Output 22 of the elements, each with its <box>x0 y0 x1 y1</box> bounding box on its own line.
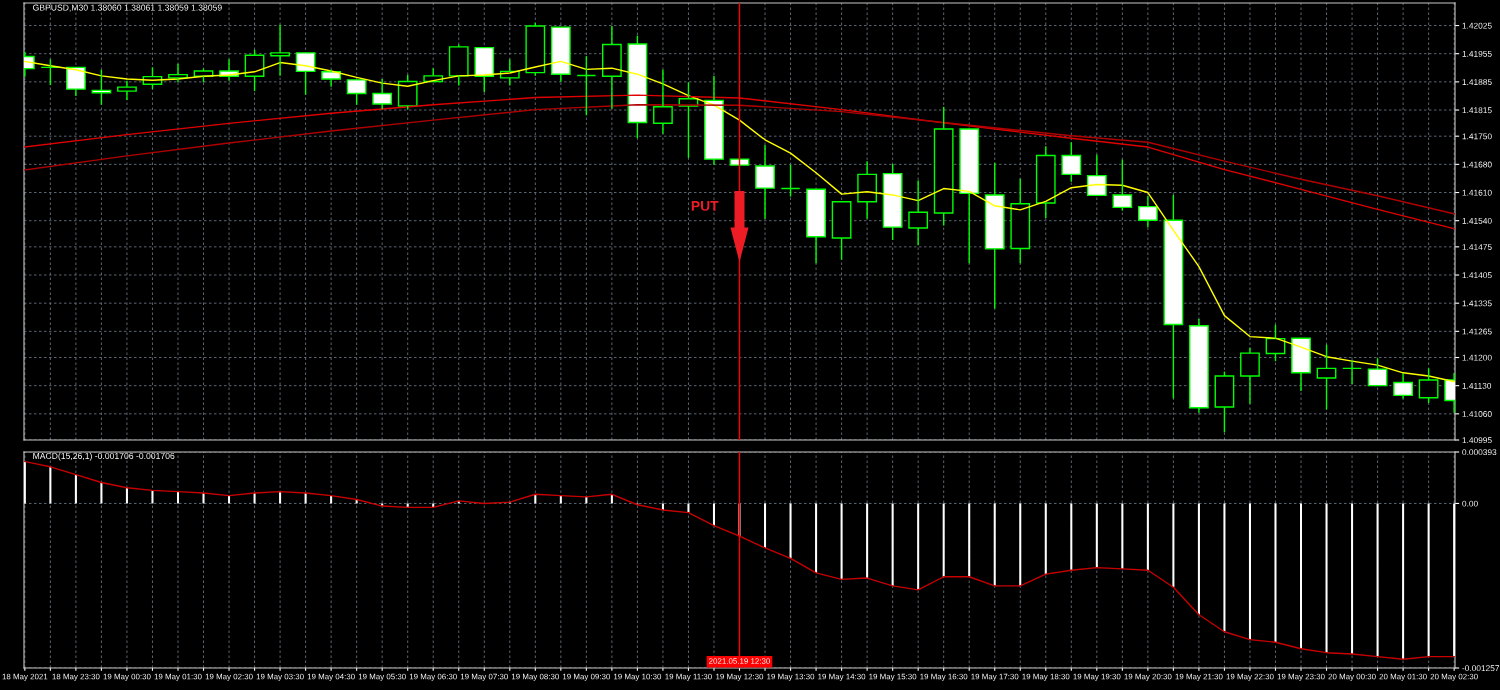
y-tick-label: 1.41885 <box>1462 79 1492 85</box>
y-tick-label: 1.41335 <box>1462 300 1492 307</box>
y-tick-label: 1.41060 <box>1462 411 1492 417</box>
y-tick-label: 1.41750 <box>1462 133 1492 140</box>
y-tick-label: -0.001257 <box>1462 665 1500 672</box>
y-tick-label: 1.41610 <box>1462 189 1492 196</box>
y-tick-label: 1.41680 <box>1462 161 1492 168</box>
y-tick-label: 1.41265 <box>1462 328 1492 335</box>
y-tick-label: 1.41955 <box>1462 50 1492 57</box>
y-tick-label: 1.42025 <box>1462 22 1492 29</box>
annotation: PUT <box>691 201 719 211</box>
y-tick-label: 1.41405 <box>1462 272 1492 279</box>
y-tick-label: 1.41475 <box>1462 244 1492 250</box>
chart-title: GBPUSD,M30 1.38060 1.38061 1.38059 1.38059 <box>33 4 222 12</box>
y-tick-label: 1.40995 <box>1462 437 1492 444</box>
chart-title: MACD(15,26,1) -0.001706 -0.001706 <box>33 452 175 461</box>
y-tick-label: 1.41200 <box>1462 354 1492 361</box>
y-tick-label: 1.41540 <box>1462 217 1492 224</box>
y-tick-label: 1.41815 <box>1462 107 1492 114</box>
y-tick-label: 0.000393 <box>1462 449 1497 456</box>
y-tick-label: 0.00 <box>1462 500 1478 507</box>
y-tick-label: 1.41130 <box>1462 382 1492 389</box>
